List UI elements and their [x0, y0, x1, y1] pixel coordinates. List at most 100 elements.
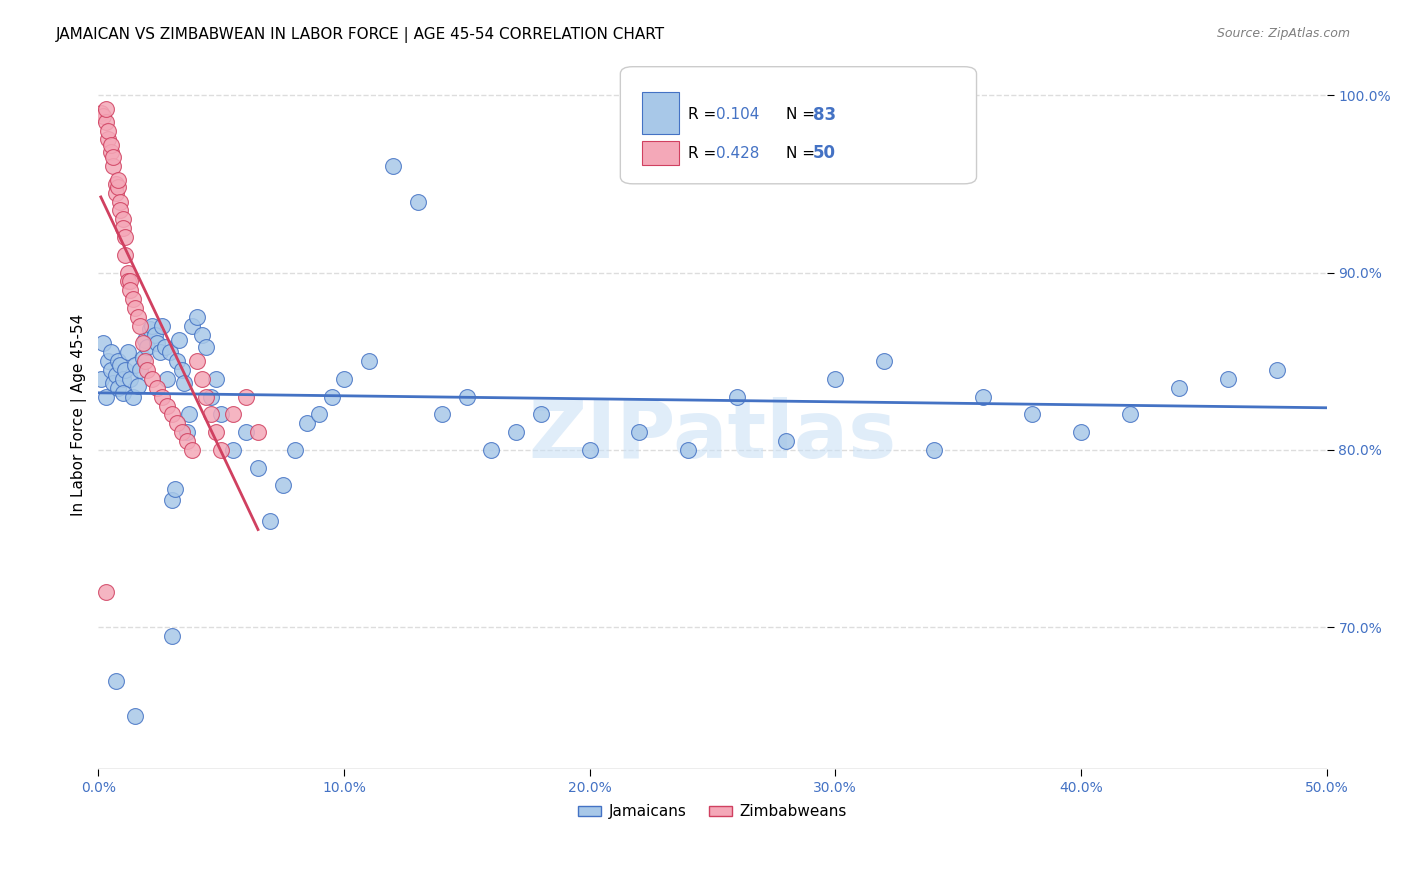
Point: [121, 390, 143, 404]
Point: [110, 203, 132, 218]
Point: [101, 150, 124, 164]
Point: [129, 318, 152, 333]
Point: [127, 310, 149, 324]
Point: [170, 425, 193, 440]
Point: [1070, 425, 1092, 440]
Point: [209, 408, 232, 422]
Point: [114, 230, 136, 244]
Point: [107, 173, 129, 187]
Point: [131, 351, 153, 365]
Point: [775, 434, 797, 448]
Point: [141, 372, 163, 386]
Point: [141, 318, 163, 333]
Point: [90, 372, 112, 386]
Point: [120, 283, 142, 297]
Text: N =: N =: [786, 107, 820, 122]
Point: [676, 442, 699, 457]
Point: [190, 372, 212, 386]
Point: [146, 336, 169, 351]
Point: [456, 390, 478, 404]
Point: [627, 425, 650, 440]
Point: [247, 425, 270, 440]
Point: [104, 186, 127, 200]
Text: 0.104: 0.104: [716, 107, 759, 122]
Point: [117, 345, 139, 359]
Point: [97, 123, 120, 137]
Point: [169, 333, 191, 347]
Text: 83: 83: [813, 106, 837, 124]
Point: [382, 159, 405, 173]
Point: [209, 442, 232, 457]
Point: [159, 345, 181, 359]
Point: [121, 292, 143, 306]
Point: [235, 425, 257, 440]
Point: [824, 372, 846, 386]
Point: [94, 390, 117, 404]
Point: [146, 381, 169, 395]
Point: [100, 145, 122, 159]
Point: [101, 159, 124, 173]
Point: [529, 408, 551, 422]
Point: [150, 318, 173, 333]
Point: [100, 363, 122, 377]
Point: [180, 442, 202, 457]
Point: [107, 180, 129, 194]
Point: [156, 399, 179, 413]
Point: [111, 221, 134, 235]
Point: [195, 340, 218, 354]
Point: [173, 376, 195, 390]
Point: [271, 478, 294, 492]
Point: [124, 709, 146, 723]
Point: [505, 425, 527, 440]
Point: [124, 301, 146, 315]
Point: [308, 408, 330, 422]
Point: [1267, 363, 1289, 377]
Point: [195, 390, 218, 404]
Point: [166, 354, 188, 368]
Point: [190, 327, 212, 342]
Point: [94, 103, 117, 117]
Text: N =: N =: [786, 145, 820, 161]
Point: [1168, 381, 1191, 395]
Point: [170, 363, 193, 377]
Y-axis label: In Labor Force | Age 45-54: In Labor Force | Age 45-54: [72, 313, 87, 516]
Point: [131, 336, 153, 351]
Point: [111, 212, 134, 227]
Point: [90, 105, 112, 120]
Point: [160, 408, 183, 422]
Legend: Jamaicans, Zimbabweans: Jamaicans, Zimbabweans: [572, 798, 853, 825]
Point: [186, 354, 208, 368]
Point: [357, 354, 380, 368]
Point: [104, 673, 127, 688]
Point: [97, 354, 120, 368]
Point: [235, 390, 257, 404]
Point: [922, 442, 945, 457]
Point: [1218, 372, 1240, 386]
Point: [120, 274, 142, 288]
Point: [117, 274, 139, 288]
Point: [200, 390, 222, 404]
Text: JAMAICAN VS ZIMBABWEAN IN LABOR FORCE | AGE 45-54 CORRELATION CHART: JAMAICAN VS ZIMBABWEAN IN LABOR FORCE | …: [56, 27, 665, 43]
Point: [222, 442, 245, 457]
Point: [94, 114, 117, 128]
Point: [222, 408, 245, 422]
Point: [136, 363, 159, 377]
Point: [180, 318, 202, 333]
Point: [136, 340, 159, 354]
Point: [139, 322, 162, 336]
Point: [91, 109, 114, 123]
Point: [176, 425, 198, 440]
Point: [179, 408, 201, 422]
Point: [91, 336, 114, 351]
Point: [97, 132, 120, 146]
Point: [432, 408, 454, 422]
Point: [166, 417, 188, 431]
Point: [205, 372, 228, 386]
Text: R =: R =: [688, 145, 721, 161]
Point: [149, 345, 172, 359]
Point: [247, 460, 270, 475]
Point: [143, 327, 166, 342]
Point: [176, 434, 198, 448]
Point: [295, 417, 318, 431]
Point: [160, 629, 183, 643]
